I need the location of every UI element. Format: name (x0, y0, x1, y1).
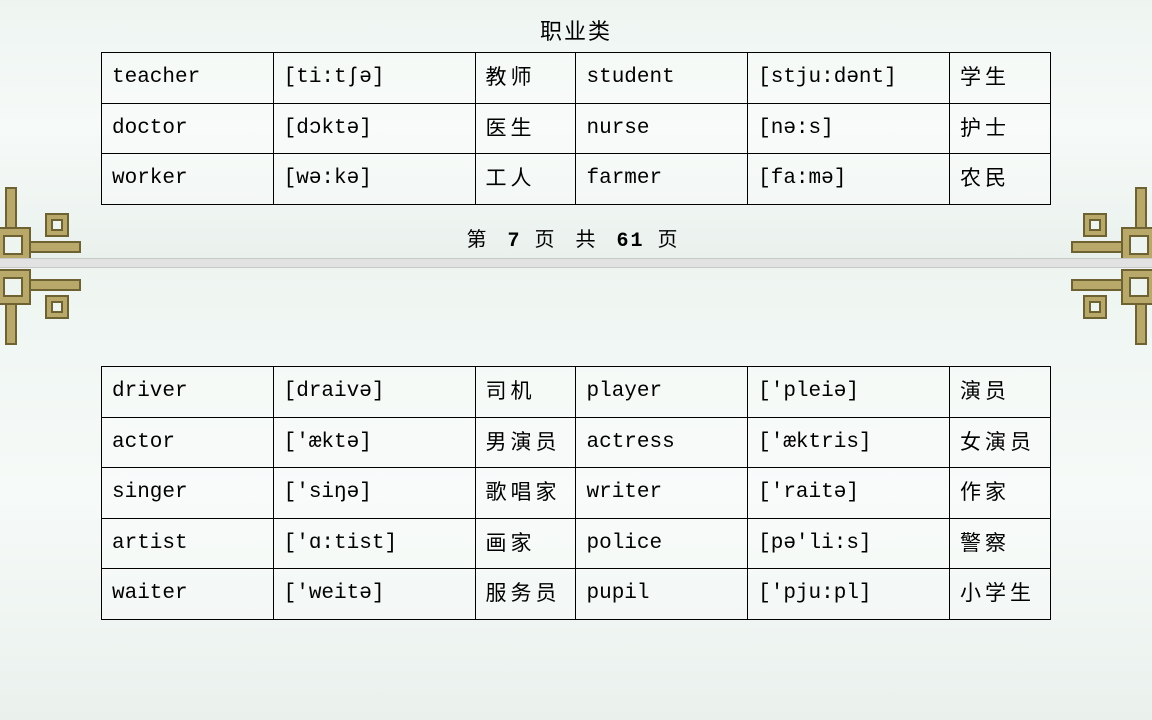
cell-english: driver (102, 367, 274, 418)
cell-chinese: 画家 (475, 518, 576, 569)
vocab-table-1: teacher[ti:tʃə]教师student[stju:dənt]学生doc… (101, 52, 1051, 205)
cell-english: artist (102, 518, 274, 569)
cell-phonetic: ['pleiə] (748, 367, 950, 418)
cell-phonetic: ['siŋə] (273, 468, 475, 519)
page-gap (0, 258, 1152, 268)
page-bottom: driver[draivə]司机player['pleiə]演员actor['æ… (0, 268, 1152, 720)
cell-phonetic: ['ɑ:tist] (273, 518, 475, 569)
cell-chinese: 警察 (950, 518, 1051, 569)
page-indicator: 第 7 页 共 61 页 (0, 223, 1152, 253)
cell-english: writer (576, 468, 748, 519)
cell-english: doctor (102, 103, 274, 154)
cell-phonetic: [fa:mə] (748, 154, 950, 205)
table-row: singer['siŋə]歌唱家writer['raitə]作家 (102, 468, 1051, 519)
pager-mid: 页 共 (535, 229, 604, 251)
cell-english: player (576, 367, 748, 418)
cell-english: actor (102, 417, 274, 468)
cell-chinese: 作家 (950, 468, 1051, 519)
cell-english: teacher (102, 53, 274, 104)
cell-phonetic: [nə:s] (748, 103, 950, 154)
cell-english: farmer (576, 154, 748, 205)
cell-english: nurse (576, 103, 748, 154)
table-row: waiter['weitə]服务员pupil['pju:pl]小学生 (102, 569, 1051, 620)
cell-english: police (576, 518, 748, 569)
cell-phonetic: [stju:dənt] (748, 53, 950, 104)
cell-chinese: 服务员 (475, 569, 576, 620)
cell-english: waiter (102, 569, 274, 620)
cell-chinese: 演员 (950, 367, 1051, 418)
cell-phonetic: [ti:tʃə] (273, 53, 475, 104)
cell-phonetic: ['æktə] (273, 417, 475, 468)
cell-phonetic: [dɔktə] (273, 103, 475, 154)
cell-chinese: 医生 (475, 103, 576, 154)
cell-chinese: 护士 (950, 103, 1051, 154)
page-top: 职业类 teacher[ti:tʃə]教师student[stju:dənt]学… (0, 0, 1152, 258)
pager-current: 7 (507, 230, 521, 253)
cell-english: actress (576, 417, 748, 468)
cell-english: worker (102, 154, 274, 205)
cell-english: pupil (576, 569, 748, 620)
cell-phonetic: ['weitə] (273, 569, 475, 620)
cell-phonetic: ['pju:pl] (748, 569, 950, 620)
cell-chinese: 教师 (475, 53, 576, 104)
cell-chinese: 小学生 (950, 569, 1051, 620)
cell-chinese: 学生 (950, 53, 1051, 104)
cell-phonetic: [pə'li:s] (748, 518, 950, 569)
cell-chinese: 农民 (950, 154, 1051, 205)
cell-phonetic: [wə:kə] (273, 154, 475, 205)
table-row: actor['æktə]男演员actress['æktris]女演员 (102, 417, 1051, 468)
cell-chinese: 歌唱家 (475, 468, 576, 519)
table-row: doctor[dɔktə]医生nurse[nə:s]护士 (102, 103, 1051, 154)
cell-chinese: 司机 (475, 367, 576, 418)
table-row: worker[wə:kə]工人farmer[fa:mə]农民 (102, 154, 1051, 205)
cell-english: singer (102, 468, 274, 519)
cell-english: student (576, 53, 748, 104)
table-row: driver[draivə]司机player['pleiə]演员 (102, 367, 1051, 418)
cell-chinese: 男演员 (475, 417, 576, 468)
cell-phonetic: ['æktris] (748, 417, 950, 468)
cell-chinese: 工人 (475, 154, 576, 205)
pager-suffix: 页 (658, 229, 686, 251)
table-row: teacher[ti:tʃə]教师student[stju:dənt]学生 (102, 53, 1051, 104)
pager-prefix: 第 (466, 229, 494, 251)
vocab-table-2: driver[draivə]司机player['pleiə]演员actor['æ… (101, 366, 1051, 620)
cell-phonetic: [draivə] (273, 367, 475, 418)
cell-phonetic: ['raitə] (748, 468, 950, 519)
page-title: 职业类 (0, 0, 1152, 52)
pager-total: 61 (617, 230, 645, 253)
cell-chinese: 女演员 (950, 417, 1051, 468)
table-row: artist['ɑ:tist]画家police[pə'li:s]警察 (102, 518, 1051, 569)
